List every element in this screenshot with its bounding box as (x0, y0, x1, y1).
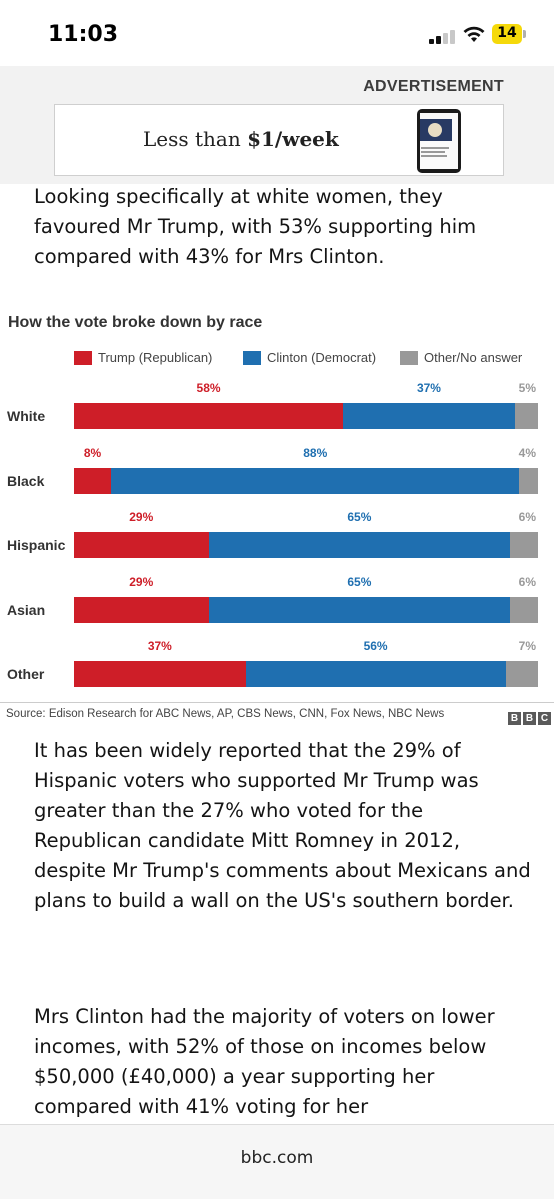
advertisement-area: ADVERTISEMENT Less than $1/week (0, 66, 554, 184)
legend-swatch (74, 351, 92, 365)
battery-level: 14 (497, 25, 517, 41)
value-label: 88% (303, 445, 328, 460)
bar-segment (111, 467, 520, 494)
value-label: 7% (518, 639, 536, 653)
bar-segment (208, 596, 511, 623)
category-label: Other (7, 666, 45, 682)
bar-segment (74, 403, 344, 429)
bar-segment (74, 532, 209, 558)
category-label: White (7, 408, 46, 424)
wifi-icon (463, 26, 485, 42)
bar-segment (514, 403, 538, 429)
value-label: 29% (129, 574, 154, 589)
ad-label: ADVERTISEMENT (363, 78, 504, 95)
value-label: 37% (416, 381, 441, 395)
url-text[interactable]: bbc.com (240, 1148, 314, 1168)
value-label: 6% (518, 510, 536, 524)
bbc-logo-letter: B (508, 712, 521, 725)
bar-segment (74, 467, 112, 494)
chart-source: Source: Edison Research for ABC News, AP… (6, 708, 445, 720)
divider (0, 702, 554, 703)
ad-text: Less than $1/week (143, 127, 339, 151)
value-label: 8% (83, 445, 102, 460)
bar-segment (510, 532, 538, 558)
signal-icon (429, 28, 457, 44)
article-paragraph: Mrs Clinton had the majority of voters o… (34, 1005, 495, 1118)
value-label: 5% (518, 381, 536, 395)
value-label: 6% (518, 574, 536, 589)
browser-address-bar[interactable]: bbc.com (0, 1124, 554, 1199)
bar-segment (519, 467, 538, 494)
value-label: 56% (363, 639, 388, 653)
category-label: Black (7, 472, 45, 489)
status-time: 11:03 (48, 22, 119, 47)
bar-segment (510, 596, 538, 623)
article-paragraph: Looking specifically at white women, the… (34, 185, 477, 268)
chart-title: How the vote broke down by race (8, 314, 263, 331)
ad-text-prefix: Less than (143, 127, 248, 151)
ad-phone-image (417, 109, 461, 173)
value-label: 65% (347, 574, 372, 589)
legend-label: Trump (Republican) (98, 350, 213, 365)
value-label: 4% (518, 445, 536, 460)
category-label: Hispanic (7, 537, 66, 553)
battery-icon: 14 (492, 24, 526, 44)
legend-swatch (243, 351, 261, 365)
bar-segment (74, 661, 246, 687)
status-bar: 11:03 14 (0, 0, 554, 66)
bar-segment (343, 403, 515, 429)
ad-text-price: $1/week (247, 127, 339, 151)
value-label: 65% (347, 510, 372, 524)
bar-segment (505, 661, 538, 687)
value-label: 29% (129, 510, 154, 524)
value-label: 58% (196, 381, 221, 395)
category-label: Asian (7, 601, 46, 618)
legend-label: Other/No answer (424, 350, 523, 365)
vote-by-race-chart: How the vote broke down by race Trump (R… (0, 306, 554, 726)
legend-label: Clinton (Democrat) (267, 350, 377, 365)
bar-segment (74, 596, 209, 623)
bar-segment (208, 532, 511, 558)
article-paragraph: It has been widely reported that the 29%… (34, 739, 531, 912)
bar-segment (245, 661, 506, 687)
bbc-logo-letter: C (538, 712, 551, 725)
value-label: 37% (147, 639, 172, 653)
legend-swatch (400, 351, 418, 365)
ad-banner[interactable]: Less than $1/week (54, 104, 504, 176)
bbc-logo-letter: B (523, 712, 536, 725)
